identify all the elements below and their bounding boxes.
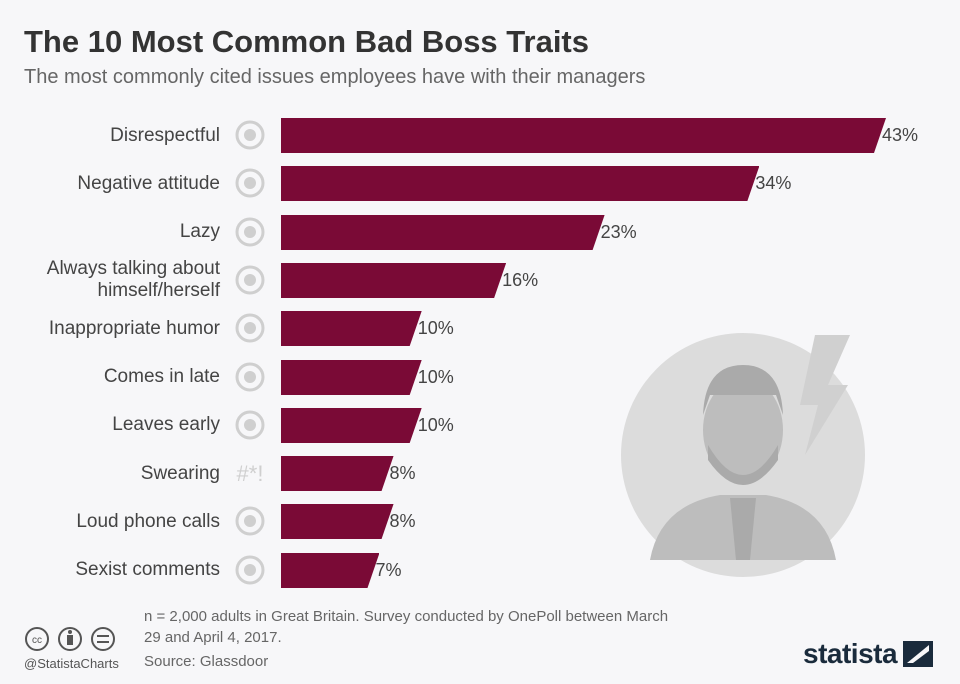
value-label: 23% xyxy=(600,221,637,242)
value-label: 10% xyxy=(417,366,454,387)
statista-logo-icon xyxy=(903,641,934,667)
value-label: 8% xyxy=(389,463,416,484)
value-label: 10% xyxy=(417,414,454,435)
category-label: Loud phone calls xyxy=(76,510,220,532)
value-label: 8% xyxy=(389,511,416,532)
bar xyxy=(281,166,760,202)
hash-symbols-icon: #*! xyxy=(236,461,264,487)
source: Source: Glassdoor xyxy=(144,653,269,670)
value-label: 7% xyxy=(375,559,402,580)
twitter-handle[interactable]: @StatistaCharts xyxy=(24,656,119,671)
gender-icon xyxy=(228,553,272,589)
category-label: Leaves early xyxy=(112,414,220,436)
speech-bubble-icon xyxy=(228,118,272,154)
category-label: Swearing xyxy=(140,462,220,484)
bar xyxy=(281,552,380,588)
category-label: Disrespectful xyxy=(110,124,220,146)
bar xyxy=(281,118,886,153)
category-label: Always talking about himself/herself xyxy=(46,258,220,302)
clock-sun-icon xyxy=(228,408,272,444)
heart-bubble-icon xyxy=(228,263,272,299)
category-label: Lazy xyxy=(179,221,220,243)
value-label: 34% xyxy=(755,173,792,194)
svg-text:cc: cc xyxy=(32,635,42,646)
lightning-bolt-icon xyxy=(800,335,850,455)
thumbs-down-icon xyxy=(228,166,272,202)
category-label: Sexist comments xyxy=(75,559,220,581)
bar xyxy=(281,456,394,492)
sleeping-desk-icon xyxy=(228,215,272,251)
chart-subtitle: The most commonly cited issues employees… xyxy=(24,66,646,88)
bar xyxy=(281,359,422,395)
bar xyxy=(281,311,422,347)
value-label: 43% xyxy=(882,125,919,145)
chart-title: The 10 Most Common Bad Boss Traits xyxy=(24,24,589,59)
category-label: Inappropriate humor xyxy=(48,317,220,339)
category-label: Negative attitude xyxy=(77,172,220,194)
bar xyxy=(281,504,394,540)
bar xyxy=(281,214,605,250)
statista-logo[interactable]: statista xyxy=(803,638,934,670)
laugh-cross-icon xyxy=(228,311,272,347)
survey-note: n = 2,000 adults in Great Britain. Surve… xyxy=(144,608,669,646)
clock-late-icon xyxy=(228,360,272,396)
value-label: 16% xyxy=(502,269,539,290)
category-label: Comes in late xyxy=(103,366,220,387)
bar xyxy=(281,262,507,298)
value-label: 10% xyxy=(417,318,454,339)
cc-license-icons: cc xyxy=(25,627,115,651)
boss-illustration xyxy=(621,333,865,577)
bar xyxy=(281,407,422,443)
phone-icon xyxy=(228,504,272,540)
